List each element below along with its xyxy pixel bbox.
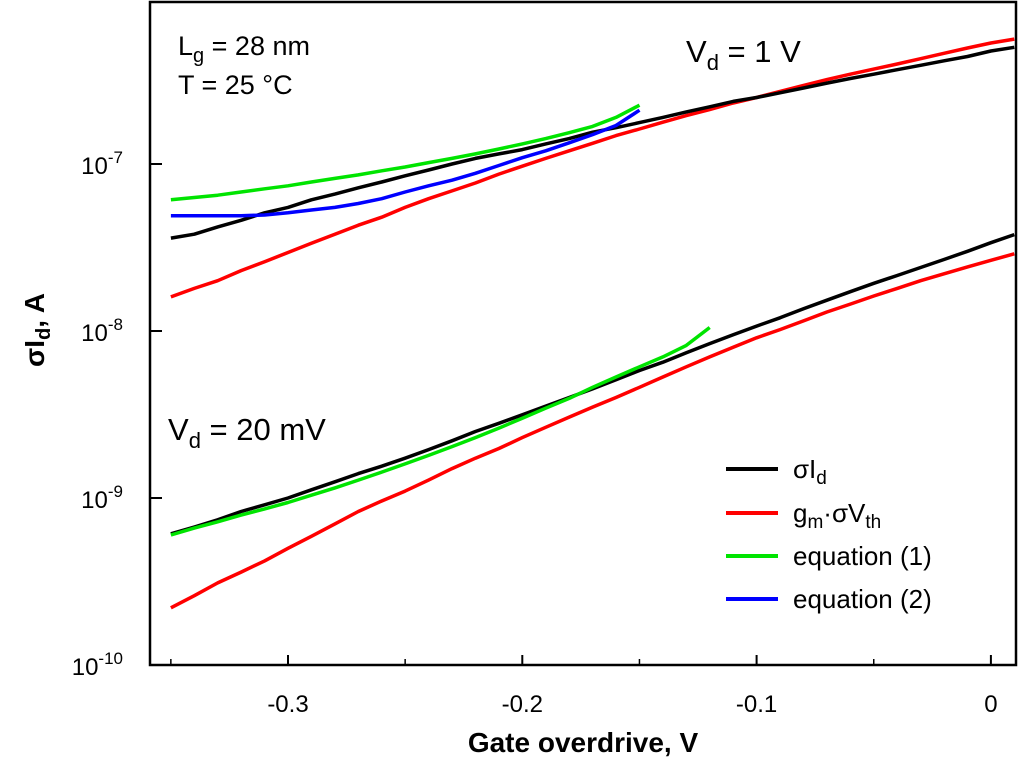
series-line-eq1-vd-20mv [170,326,711,537]
y-tick-label: 10-10 [72,649,123,681]
series-line-gm-sigma-vth-vd-20mv [170,252,1015,610]
series-line-gm-sigma-vth-vd-1v [170,37,1015,299]
annotation-vd-20mv: Vd = 20 mV [168,412,326,453]
series-line-sigma-id-vd-1v [170,45,1015,240]
y-axis-title-main: σI [19,340,50,367]
y-axis: 10-10 10-9 10-8 10-7 [72,148,162,681]
legend-item-equation-2: equation (2) [726,584,932,614]
y-tick-label: 10-8 [81,315,123,347]
legend-item-gm-sigma-vth: gm·σVth [726,498,881,533]
legend-label-equation-2: equation (2) [793,584,932,614]
y-axis-title: σId, A [19,293,55,367]
x-axis: -0.3 -0.2 -0.1 0 [170,655,998,718]
legend-label-gm-sigma-vth: gm·σVth [793,498,881,533]
x-axis-title: Gate overdrive, V [468,727,699,758]
legend-label-equation-1: equation (1) [793,541,932,571]
x-tick-label: 0 [984,691,997,718]
series-line-eq1-vd-1v [170,103,641,202]
x-tick-label: -0.1 [736,691,777,718]
legend-item-equation-1: equation (1) [726,541,932,571]
series-line-sigma-id-vd-20mv [170,232,1015,536]
series-layer [170,37,1015,610]
legend-label-sigma-id: σId [793,454,827,489]
y-tick-label: 10-7 [81,148,123,180]
x-tick-label: -0.2 [502,691,543,718]
legend: σId gm·σVth equation (1) equation (2) [726,454,932,614]
x-tick-label: -0.3 [267,691,308,718]
y-axis-title-sub: d [33,328,55,340]
series-line-eq2-vd-1v [170,108,641,218]
annotation-gate-length: Lg = 28 nm [178,31,310,67]
plot-frame [148,0,1018,667]
annotation-temperature: T = 25 °C [178,70,293,100]
legend-item-sigma-id: σId [726,454,827,489]
y-axis-title-rest: , A [19,293,50,328]
y-tick-label: 10-9 [81,482,123,514]
annotation-vd-1v: Vd = 1 V [686,34,801,75]
